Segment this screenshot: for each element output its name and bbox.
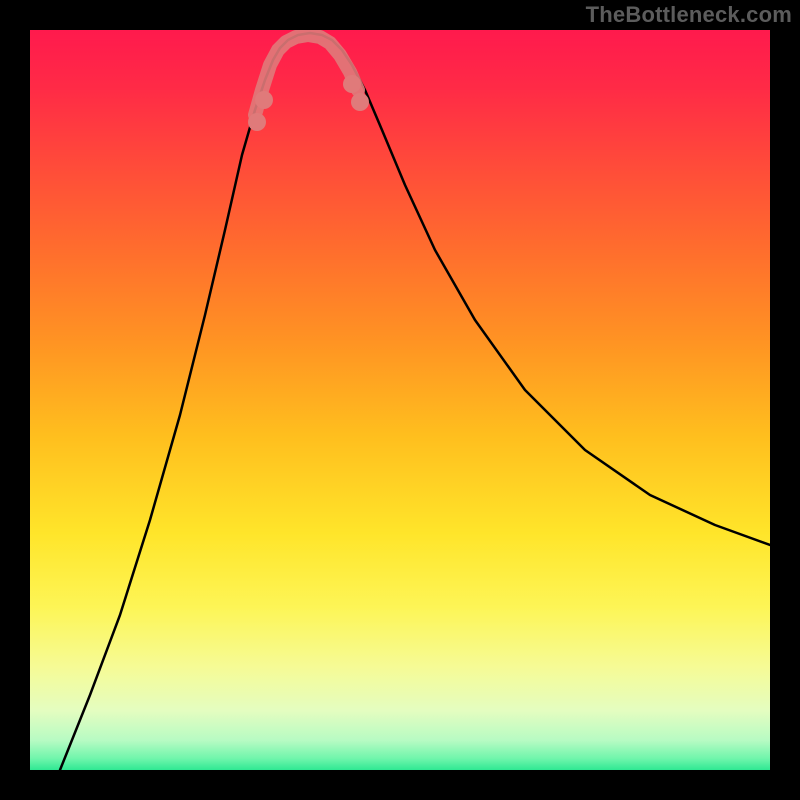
bottleneck-curve — [60, 33, 770, 770]
valley-dot — [343, 75, 361, 93]
chart-overlay-svg — [30, 30, 770, 770]
chart-container: TheBottleneck.com — [0, 0, 800, 800]
valley-dot — [248, 113, 266, 131]
valley-dot — [351, 93, 369, 111]
valley-dot — [255, 91, 273, 109]
chart-plot-area — [30, 30, 770, 770]
